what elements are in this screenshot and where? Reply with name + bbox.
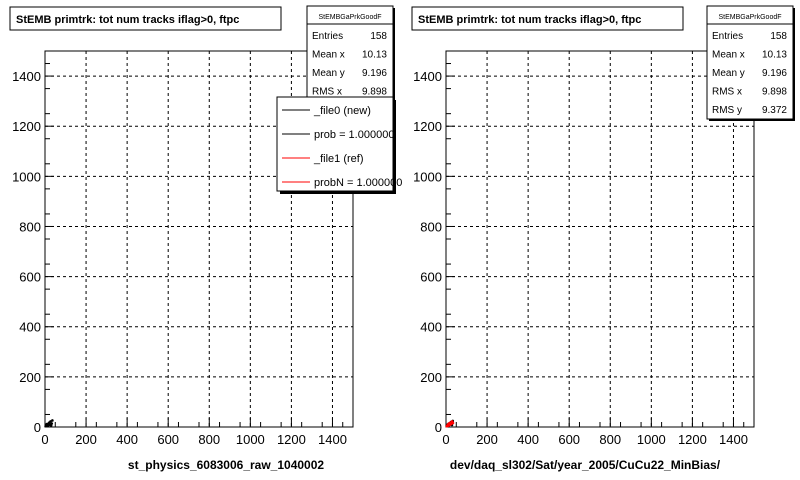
stats-value: 9.898 — [762, 87, 787, 98]
x-tick-label: 400 — [517, 432, 539, 447]
x-tick-label: 1000 — [637, 432, 666, 447]
stats-value: 10.13 — [362, 50, 387, 61]
x-tick-label: 1400 — [719, 432, 748, 447]
stats-label: RMS x — [712, 87, 742, 98]
stats-value: 9.196 — [762, 68, 787, 79]
x-tick-label: 400 — [116, 432, 138, 447]
x-tick-label: 600 — [157, 432, 179, 447]
x-tick-label: 200 — [75, 432, 97, 447]
y-tick-label: 400 — [19, 320, 41, 335]
y-tick-label: 1000 — [413, 169, 442, 184]
legend-label: _file1 (ref) — [313, 153, 364, 165]
data-point — [50, 422, 54, 425]
y-tick-label: 400 — [420, 320, 442, 335]
stats-label: Mean x — [712, 50, 745, 61]
data-point — [451, 421, 455, 425]
y-tick-label: 800 — [420, 219, 442, 234]
x-axis-label: st_physics_6083006_raw_1040002 — [128, 458, 324, 472]
legend-label: prob = 1.000000 — [314, 129, 394, 141]
y-tick-label: 1400 — [413, 69, 442, 84]
stats-label: RMS x — [312, 87, 342, 98]
x-tick-label: 0 — [442, 432, 449, 447]
x-tick-label: 1000 — [236, 432, 265, 447]
x-axis-label: dev/daq_sl302/Sat/year_2005/CuCu22_MinBi… — [450, 458, 721, 472]
stats-name: StEMBGaPrkGoodF — [718, 14, 781, 21]
x-tick-label: 600 — [558, 432, 580, 447]
legend-label: probN = 1.000000 — [314, 177, 402, 189]
stats-label: Mean x — [312, 50, 345, 61]
y-tick-label: 0 — [435, 420, 442, 435]
stats-label: Mean y — [712, 68, 745, 79]
y-tick-label: 800 — [19, 219, 41, 234]
y-tick-label: 1200 — [413, 119, 442, 134]
legend-label: _file0 (new) — [313, 105, 371, 117]
x-tick-label: 200 — [476, 432, 498, 447]
stats-value: 10.13 — [762, 50, 787, 61]
stats-value: 158 — [770, 31, 787, 42]
y-tick-label: 1400 — [12, 69, 41, 84]
legend: _file0 (new) prob = 1.000000 _file1 (ref) p… — [276, 96, 402, 194]
stats-value: 9.372 — [762, 105, 787, 116]
y-tick-label: 200 — [19, 370, 41, 385]
title-box — [9, 6, 282, 31]
y-tick-label: 1000 — [12, 169, 41, 184]
panel-2: 0 200 400 600 800 1000 1200 1400 0 200 400 600 800 10… — [411, 5, 795, 472]
chart-title: StEMB primtrk: tot num tracks iflag>0, f… — [16, 14, 239, 26]
panel-1: 0 200 400 600 800 1000 1200 1400 0 200 400 600 800 10… — [9, 5, 402, 472]
x-tick-label: 0 — [41, 432, 48, 447]
stats-box: StEMBGaPrkGoodF Entries 158 Mean x 10.13 Mean… — [706, 5, 795, 121]
data-point — [51, 419, 54, 422]
legend-frame — [276, 96, 394, 192]
x-tick-label: 800 — [599, 432, 621, 447]
stats-name: StEMBGaPrkGoodF — [318, 14, 381, 21]
y-tick-label: 600 — [420, 270, 442, 285]
x-tick-label: 1400 — [318, 432, 347, 447]
x-tick-label: 1200 — [277, 432, 306, 447]
stats-label: RMS y — [712, 105, 742, 116]
chart-title: StEMB primtrk: tot num tracks iflag>0, f… — [418, 14, 641, 26]
stats-value: 158 — [370, 31, 387, 42]
x-tick-label: 800 — [198, 432, 220, 447]
y-tick-label: 600 — [19, 270, 41, 285]
y-tick-label: 0 — [34, 420, 41, 435]
data-point — [49, 424, 53, 427]
stats-value: 9.898 — [362, 87, 387, 98]
plot-frame — [445, 50, 755, 428]
stats-box-frame — [706, 5, 794, 120]
stats-label: Entries — [712, 31, 743, 42]
stats-value: 9.196 — [362, 68, 387, 79]
y-tick-label: 200 — [420, 370, 442, 385]
y-tick-label: 1200 — [12, 119, 41, 134]
stats-label: Mean y — [312, 68, 345, 79]
title-box — [411, 6, 684, 31]
x-tick-label: 1200 — [678, 432, 707, 447]
stats-label: Entries — [312, 31, 343, 42]
